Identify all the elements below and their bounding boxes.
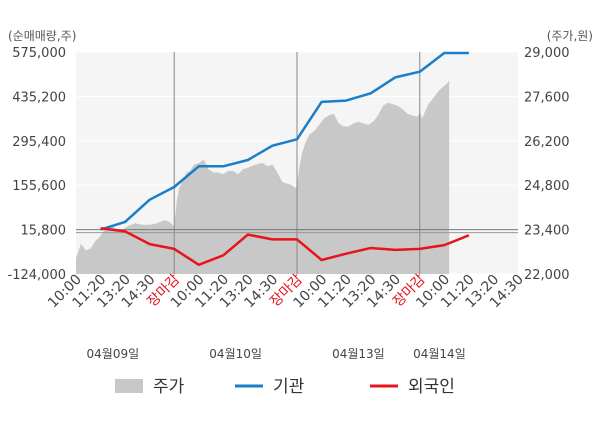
x-axis-ticks: 10:0011:2013:2014:30장마감10:0011:2013:2014…	[45, 271, 527, 311]
date-labels: 04월09일 04월10일 04월13일 04월14일	[87, 347, 466, 361]
right-tick-label: 23,400	[524, 224, 570, 239]
legend-label: 외국인	[408, 377, 455, 397]
right-tick-label: 26,200	[524, 135, 570, 150]
legend-swatch-price	[115, 379, 143, 393]
left-tick-label: 435,200	[12, 90, 66, 105]
legend-label: 주가	[153, 377, 185, 397]
series-line-institution	[100, 51, 469, 231]
date-label: 04월13일	[332, 347, 385, 361]
left-tick-label: 15,800	[21, 224, 67, 239]
left-tick-label: -124,000	[8, 268, 66, 283]
right-tick-label: 27,600	[524, 90, 570, 105]
date-label: 04월10일	[209, 347, 262, 361]
day-separator-layer	[173, 52, 421, 274]
right-axis-label: (주가,원)	[547, 29, 593, 43]
right-tick-label: 24,800	[524, 179, 570, 194]
date-label: 04월09일	[87, 347, 140, 361]
right-tick-label: 22,000	[524, 268, 570, 283]
date-label: 04월14일	[413, 347, 466, 361]
price-area	[76, 80, 450, 274]
series-lines-layer	[100, 51, 470, 267]
price-area-layer	[76, 80, 450, 274]
right-tick-label: 29,000	[524, 46, 570, 61]
left-tick-label: 295,400	[12, 135, 66, 150]
reference-line-layer	[76, 229, 518, 234]
left-axis-ticks: 575,000 435,200 295,400 155,600 15,800 -124,0…	[8, 46, 66, 283]
left-axis-label: (순매매량,주)	[8, 29, 76, 43]
legend-label: 기관	[273, 377, 304, 397]
left-tick-label: 155,600	[12, 179, 66, 194]
right-axis-ticks: 29,000 27,600 26,200 24,800 23,400 22,000	[524, 46, 570, 283]
left-tick-label: 575,000	[12, 46, 66, 61]
series-line-foreigner	[100, 227, 470, 267]
chart-legend: 주가 기관 외국인	[115, 377, 455, 397]
